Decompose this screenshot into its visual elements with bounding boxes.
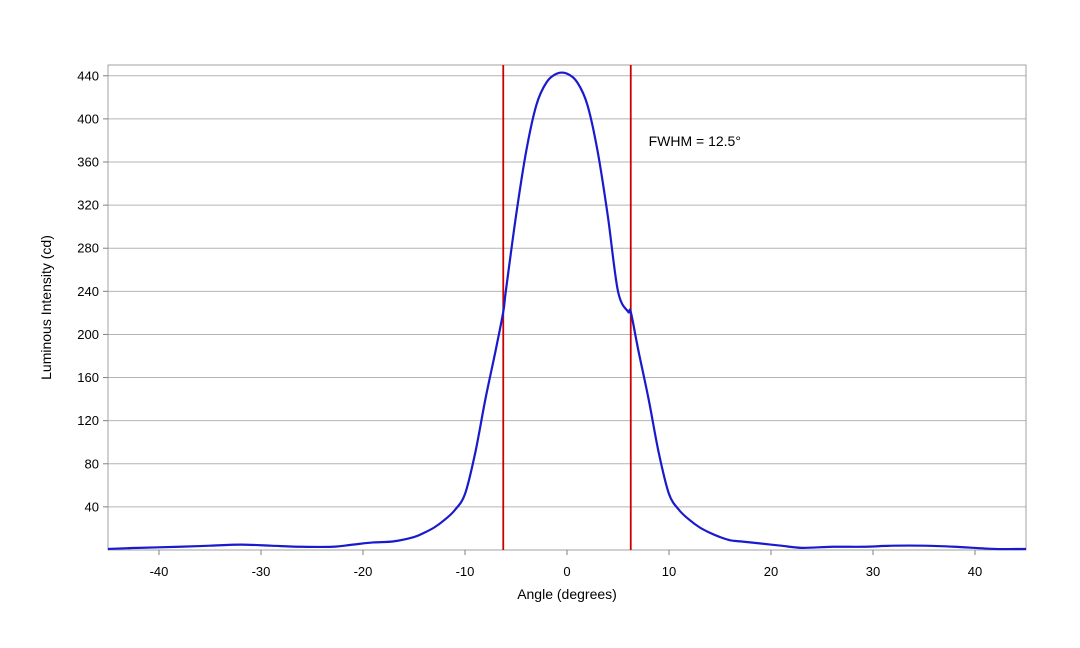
x-tick-label: 40: [968, 564, 982, 579]
x-tick-label: -40: [150, 564, 169, 579]
x-tick-label: -20: [354, 564, 373, 579]
y-tick-label: 160: [77, 370, 99, 385]
y-tick-label: 240: [77, 284, 99, 299]
x-tick-label: 20: [764, 564, 778, 579]
fwhm-annotation: FWHM = 12.5°: [649, 133, 741, 149]
series-line: [107, 71, 1027, 551]
y-tick-label: 440: [77, 68, 99, 83]
y-tick-label: 360: [77, 155, 99, 170]
x-tick-label: 30: [866, 564, 880, 579]
grid-lines: [108, 75, 1026, 508]
fwhm-markers: [502, 65, 632, 550]
x-axis-ticks: -40 -30 -20 -10 0 10 20 30 40: [150, 550, 982, 579]
x-axis-label: Angle (degrees): [517, 586, 617, 602]
y-tick-label: 400: [77, 111, 99, 126]
y-tick-label: 40: [85, 499, 99, 514]
y-axis-label: Luminous Intensity (cd): [38, 235, 54, 380]
y-tick-label: 280: [77, 241, 99, 256]
plot-area-frame: [107, 64, 1027, 551]
x-tick-label: -30: [252, 564, 271, 579]
x-tick-label: 10: [662, 564, 676, 579]
x-tick-label: 0: [563, 564, 570, 579]
y-tick-label: 320: [77, 198, 99, 213]
y-tick-label: 120: [77, 413, 99, 428]
x-tick-label: -10: [456, 564, 475, 579]
y-axis-ticks: 40 80 120 160 200 240 280 320 360 400 440: [77, 68, 108, 514]
y-tick-label: 80: [85, 456, 99, 471]
y-tick-label: 200: [77, 327, 99, 342]
